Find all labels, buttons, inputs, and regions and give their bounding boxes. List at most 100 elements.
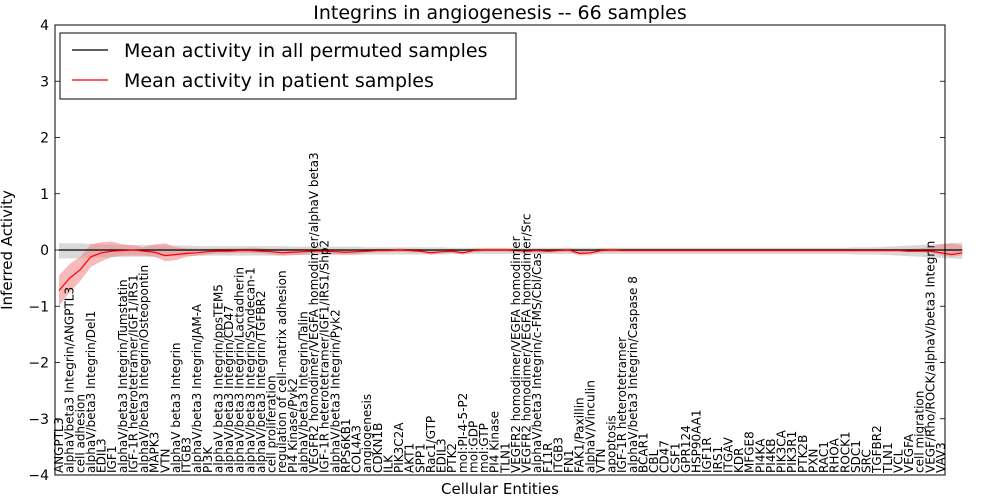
x-tick-label: alphaV/beta3 Integrin/Tumstatin	[116, 279, 130, 473]
x-tick-label: AKT1	[403, 443, 417, 473]
x-tick-label: SPP1	[413, 443, 427, 473]
series-lines	[58, 249, 963, 291]
y-tick-label: 3	[40, 74, 49, 90]
x-tick-label: cell adhesion	[73, 394, 87, 473]
y-tick-label: 1	[40, 187, 49, 203]
legend: Mean activity in all permuted samples Me…	[59, 32, 517, 100]
x-tick-label: alphaV/beta3 Integrin/Talin	[296, 311, 310, 473]
x-tick-label: PXN	[806, 449, 820, 473]
x-tick-label: KDR	[732, 448, 746, 473]
x-tick-label: CDKN1B	[371, 423, 385, 473]
x-tick-label: alphaV/beta3 Integrin/Pyk2	[328, 309, 342, 473]
x-tick-label: TLN1	[881, 442, 895, 474]
x-tick-label: apoptosis	[605, 415, 619, 473]
x-tick-label: regulation of cell-matrix adhesion	[275, 270, 289, 473]
x-tick-label: MAPK3	[148, 432, 162, 473]
x-axis-label: Cellular Entities	[441, 480, 559, 498]
x-tick-label: alphaVbeta3 Integrin/ANGPTL3	[63, 287, 77, 473]
x-tick-label: VEGFR2 homodimer/VEGFA homodimer/alphaV …	[307, 152, 321, 473]
x-tick-label: alphaV beta3 Integrin	[169, 342, 183, 473]
x-tick-label: alphaV/beta3 Integrin/TGFBR2	[254, 290, 268, 473]
x-tick-label: FAK1/Paxillin	[573, 397, 587, 473]
x-tick-label: VTN	[594, 448, 608, 473]
x-tick-label: ITGAV	[721, 436, 735, 473]
x-tick-label: alphaV/beta3 Integrin/JAM-A	[190, 303, 204, 473]
x-tick-label: mol:GTP	[477, 423, 491, 473]
x-tick-label: PI4 Kinase/Pyk2	[286, 378, 300, 473]
y-tick-label: 4	[40, 18, 49, 34]
x-tick-label: Rac1/GTP	[424, 416, 438, 473]
x-tick-label: VTN	[158, 448, 172, 473]
y-tick-label: −4	[28, 468, 49, 484]
x-tick-label: mol:GDP	[466, 421, 480, 473]
series-line-patient	[58, 249, 963, 291]
chart-title: Integrins in angiogenesis -- 66 samples	[313, 2, 686, 24]
x-tick-label: angiogenesis	[360, 394, 374, 473]
x-tick-label: alphaV/Vinculin	[583, 380, 597, 473]
x-tick-label: HSP90AA1	[690, 409, 704, 473]
x-tick-label: alphaV/beta3 Integrin/c-FMS/Cbl/Cas	[530, 253, 544, 473]
x-tick-label: IGF1R	[700, 437, 714, 473]
x-tick-label: TGFBR2	[870, 425, 884, 474]
x-tick-label: IGF-1R heterotetramer/IGF1/IRS1/Shp2	[318, 240, 332, 473]
x-tick-label: IGF-1R heterotetramer	[615, 337, 629, 473]
x-tick-label: cell migration	[913, 391, 927, 473]
x-tick-label: CD47	[658, 440, 672, 473]
x-tick-label: alphaV/beta3 Integrin/Del1	[84, 311, 98, 473]
x-tick-label: ILK	[381, 454, 395, 473]
x-tick-label: PTK2	[445, 443, 459, 473]
x-tick-label: VCL	[891, 449, 905, 473]
x-tick-label: alphaV/beta3 Integrin/Osteopontin	[137, 265, 151, 473]
x-tick-label: CBL	[647, 449, 661, 473]
x-tick-label: VEGF/Rho/ROCK/alphaV/beta3 Integrin	[923, 241, 937, 473]
x-tick-label: RPS6KB1	[339, 418, 353, 473]
legend-label-patient: Mean activity in patient samples	[124, 70, 434, 92]
x-tick-label: VEGFR2 homodimer/VEGFA homodimer/Src	[520, 213, 534, 473]
x-tick-label: TLN1	[498, 442, 512, 474]
x-tick-label: PIK3R1	[785, 431, 799, 473]
x-tick-label: IGF-1R heterotetramer/IGF1/IRS1	[126, 274, 140, 473]
x-tick-label: MFGE8	[743, 431, 757, 473]
x-tick-label: VEGFR2 homodimer/VEGFA homodimer	[509, 236, 523, 473]
band-patient	[59, 241, 963, 307]
y-tick-label: −1	[28, 299, 49, 315]
x-tick-label: PIK3C2A	[392, 422, 406, 473]
x-tick-label: BCAR1	[636, 432, 650, 473]
x-tick-label: PI3K	[201, 446, 215, 473]
x-tick-label: ITGB3	[551, 437, 565, 473]
x-tick-label: mol:PI-4-5-P2	[456, 393, 470, 473]
x-tick-label: COL4A3	[350, 425, 364, 473]
legend-box	[59, 32, 517, 100]
x-tick-label: VEGFA	[902, 433, 916, 473]
x-tick-label: FN1	[562, 449, 576, 473]
y-tick-label: 0	[40, 243, 49, 259]
y-tick-label: −2	[28, 356, 49, 372]
x-tick-label: PI4KB	[764, 438, 778, 473]
x-tick-label: EDIL3	[435, 438, 449, 473]
y-tick-label: −3	[28, 412, 49, 428]
x-tick-label: ITGB3	[180, 437, 194, 473]
x-tick-label: ROCK1	[838, 431, 852, 473]
x-tick-label: alphaV/beta3 Integrin/CD47	[222, 305, 236, 473]
x-tick-label: PI4KA	[753, 438, 767, 473]
y-ticks: −4 −3 −2 −1 0 1 2 3 4	[28, 18, 945, 484]
x-tick-label: alphaV/beta3 Integrin/Syndecan-1	[243, 267, 257, 473]
x-tick-label: IGF1	[105, 446, 119, 473]
y-axis-label: Inferred Activity	[0, 190, 16, 310]
x-tick-label: PTK2B	[796, 435, 810, 473]
x-tick-label: RHOA	[828, 437, 842, 473]
x-tick-label: SDC1	[849, 440, 863, 473]
x-tick-label: F11R	[541, 442, 555, 473]
x-tick-label: GPR124	[679, 425, 693, 473]
plot-frame	[54, 24, 946, 476]
x-tick-label: PIK3CA	[775, 429, 789, 473]
x-tick-label: VAV3	[934, 442, 948, 473]
x-tick-label: alphaV/beta3 Integrin/Caspase 8	[626, 276, 640, 473]
x-tick-label: CSF1	[668, 442, 682, 473]
x-tick-label: IRS1	[711, 446, 725, 473]
legend-label-permuted: Mean activity in all permuted samples	[124, 40, 487, 62]
x-tick-label: SRC	[860, 449, 874, 473]
